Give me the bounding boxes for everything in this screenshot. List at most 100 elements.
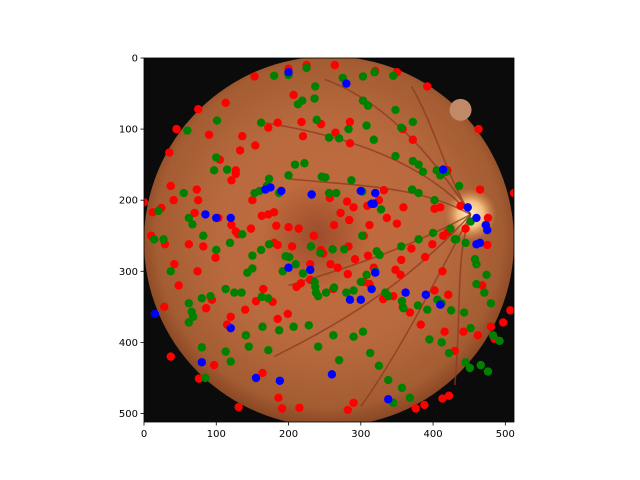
red-point bbox=[287, 242, 297, 251]
blue-point bbox=[367, 284, 376, 294]
green-point bbox=[369, 135, 379, 144]
green-point bbox=[197, 294, 207, 303]
red-point bbox=[144, 198, 149, 207]
green-point bbox=[237, 288, 246, 297]
red-point bbox=[298, 132, 308, 141]
green-point bbox=[397, 383, 407, 393]
blue-point bbox=[327, 370, 337, 379]
red-point bbox=[428, 240, 437, 249]
green-point bbox=[290, 160, 300, 169]
red-point bbox=[498, 318, 508, 327]
y-tick: 200 bbox=[119, 196, 144, 207]
green-point bbox=[285, 252, 294, 262]
y-tick-label: 200 bbox=[119, 196, 138, 207]
lens-reflection bbox=[449, 98, 472, 121]
y-tick-label: 500 bbox=[119, 409, 138, 420]
green-point bbox=[486, 299, 496, 308]
green-point bbox=[454, 181, 464, 191]
red-point bbox=[345, 139, 355, 148]
green-point bbox=[407, 185, 417, 194]
red-point bbox=[284, 223, 293, 232]
green-point bbox=[324, 133, 334, 142]
red-point bbox=[204, 130, 214, 139]
red-point bbox=[330, 60, 339, 70]
green-point bbox=[425, 335, 434, 344]
y-tick: 400 bbox=[119, 338, 144, 349]
green-point bbox=[399, 304, 408, 313]
green-point bbox=[300, 159, 309, 168]
green-point bbox=[423, 305, 432, 314]
red-point bbox=[294, 224, 303, 233]
red-point bbox=[473, 331, 483, 340]
red-point bbox=[172, 124, 181, 134]
green-point bbox=[465, 363, 475, 373]
green-point bbox=[418, 167, 428, 176]
red-point bbox=[250, 72, 259, 81]
blue-point bbox=[197, 358, 207, 367]
red-point bbox=[199, 242, 208, 251]
red-point bbox=[444, 290, 453, 299]
green-point bbox=[414, 235, 423, 244]
red-point bbox=[333, 263, 342, 272]
red-point bbox=[277, 404, 287, 413]
green-point bbox=[413, 301, 423, 310]
red-point bbox=[194, 374, 204, 383]
green-point bbox=[304, 321, 313, 330]
blue-point bbox=[472, 213, 481, 223]
y-tick-label: 400 bbox=[119, 338, 138, 349]
green-point bbox=[358, 327, 368, 336]
green-point bbox=[230, 288, 239, 297]
green-point bbox=[184, 318, 194, 327]
green-point bbox=[488, 331, 498, 340]
red-point bbox=[343, 405, 352, 415]
red-point bbox=[246, 224, 256, 233]
red-point bbox=[420, 252, 430, 262]
green-point bbox=[313, 342, 323, 351]
blue-point bbox=[201, 210, 210, 219]
green-point bbox=[258, 322, 267, 331]
green-point bbox=[476, 360, 485, 370]
x-tick-label: 0 bbox=[141, 429, 147, 440]
blue-point bbox=[212, 213, 221, 223]
green-point bbox=[384, 291, 393, 301]
green-point bbox=[466, 323, 475, 333]
y-tick: 0 bbox=[132, 54, 144, 65]
green-point bbox=[405, 393, 415, 403]
blue-point bbox=[438, 165, 448, 174]
blue-point bbox=[356, 295, 365, 304]
green-point bbox=[384, 375, 393, 385]
green-point bbox=[374, 361, 384, 371]
axes-frame bbox=[143, 57, 515, 423]
green-point bbox=[154, 206, 163, 216]
blood-vessel bbox=[288, 213, 472, 287]
red-point bbox=[350, 254, 360, 264]
green-point bbox=[264, 240, 274, 249]
red-point bbox=[201, 304, 211, 313]
red-point bbox=[411, 404, 420, 413]
green-point bbox=[306, 242, 316, 251]
red-point bbox=[474, 124, 483, 134]
red-point bbox=[160, 302, 169, 312]
red-point bbox=[297, 117, 306, 127]
green-point bbox=[311, 82, 320, 91]
green-point bbox=[495, 336, 504, 346]
red-point bbox=[166, 181, 175, 191]
green-point bbox=[342, 288, 351, 297]
green-point bbox=[349, 286, 358, 295]
green-point bbox=[149, 235, 159, 244]
y-tick-label: 0 bbox=[132, 54, 138, 65]
green-point bbox=[206, 291, 215, 301]
green-point bbox=[222, 165, 232, 174]
blue-point bbox=[307, 190, 316, 199]
red-point bbox=[295, 403, 304, 412]
green-point bbox=[332, 188, 341, 198]
blue-point bbox=[345, 295, 355, 304]
green-point bbox=[397, 123, 406, 132]
green-point bbox=[358, 72, 368, 81]
red-point bbox=[273, 118, 282, 127]
blue-point bbox=[384, 395, 393, 404]
green-point bbox=[397, 296, 407, 306]
green-point bbox=[212, 116, 222, 125]
green-point bbox=[472, 259, 481, 269]
red-point bbox=[166, 352, 175, 361]
